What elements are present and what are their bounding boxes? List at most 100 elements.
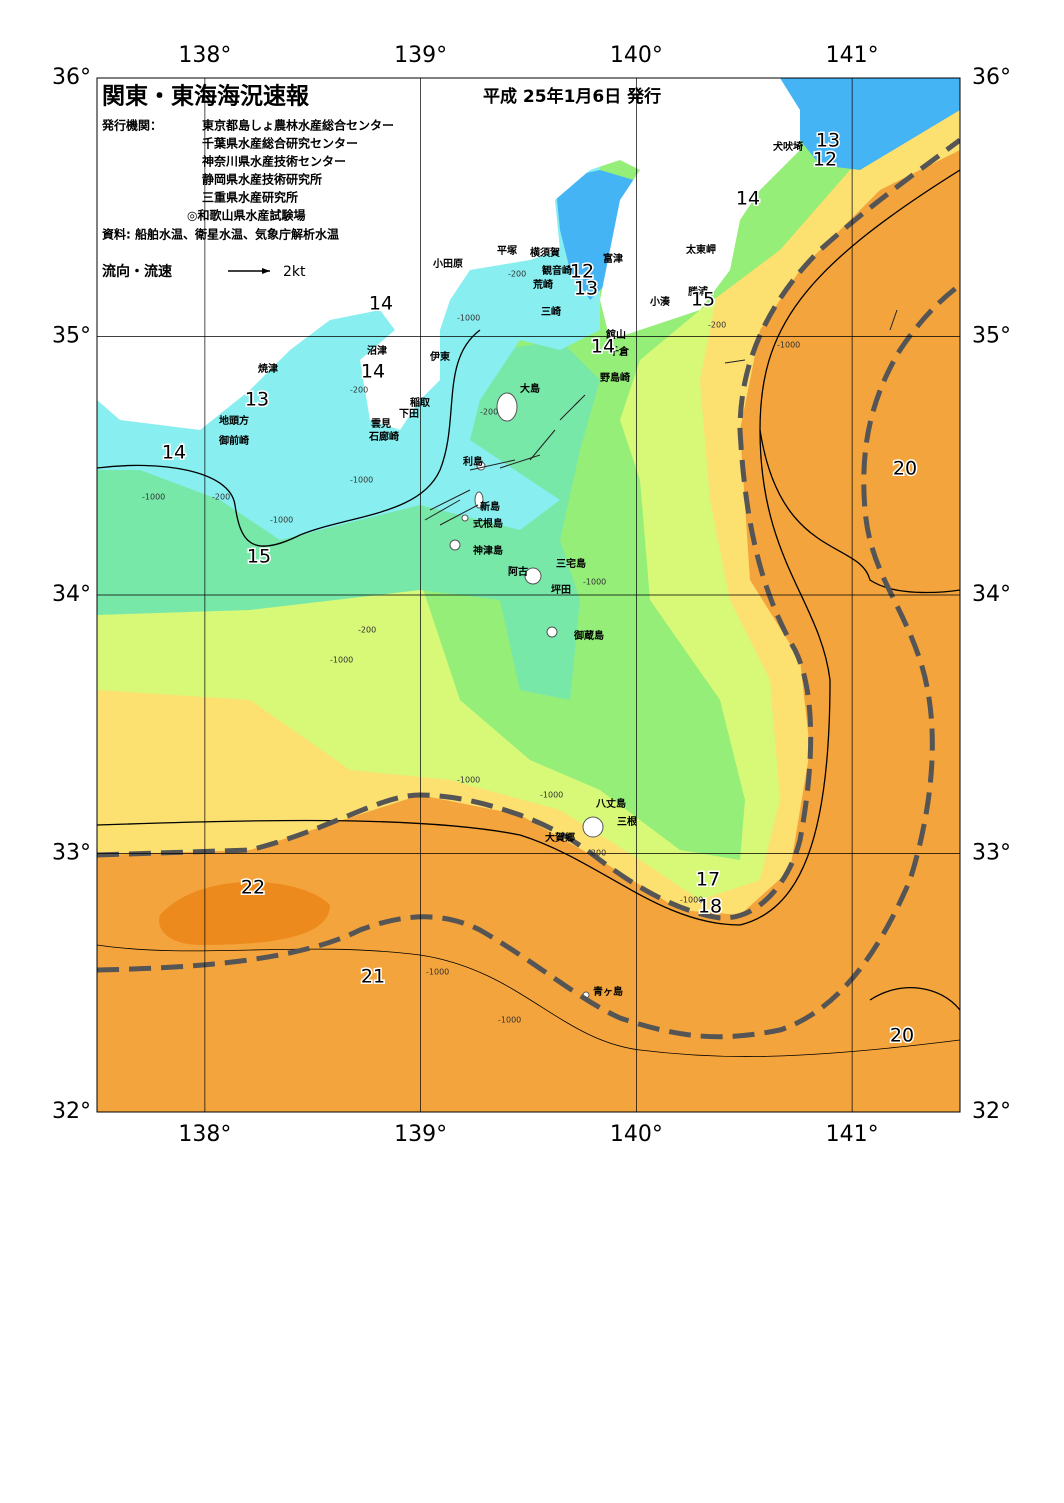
place-name: 荒崎 [532, 278, 553, 291]
lon-tick-label: 139° [394, 1122, 447, 1147]
isotherm-label: 22 [241, 877, 265, 899]
depth-label: -1000 [583, 578, 606, 587]
depth-label: -200 [708, 321, 726, 330]
place-name: 三崎 [541, 305, 561, 318]
place-name: 横須賀 [530, 246, 560, 259]
lat-tick-label: 35° [52, 324, 91, 349]
isotherm-label: 14 [369, 293, 393, 315]
lat-tick-label: 33° [52, 841, 91, 866]
place-name: 犬吠埼 [773, 140, 803, 153]
isotherm-label: 14 [591, 336, 615, 358]
depth-label: -1000 [426, 968, 449, 977]
isotherm-label: 17 [696, 869, 720, 891]
issuer: 東京都島しょ農林水産総合センター [202, 118, 394, 133]
lat-tick-label: 32° [52, 1099, 91, 1124]
depth-label: -1000 [457, 314, 480, 323]
issuer: 神奈川県水産技術センター [202, 154, 346, 169]
islands [449, 392, 604, 999]
depth-label: -200 [588, 849, 606, 858]
lon-tick-label: 141° [826, 43, 879, 68]
legend-label: 流向・流速 [102, 263, 172, 280]
place-name: 千倉 [609, 345, 630, 358]
isotherm-label: 12 [570, 261, 594, 283]
place-name: 下田 [399, 408, 419, 420]
place-name: 館山 [605, 328, 626, 341]
isotherm-label: 15 [691, 289, 715, 311]
issuer: 静岡県水産技術研究所 [202, 172, 322, 187]
legend-speed: 2kt [283, 264, 306, 280]
depth-label: -200 [508, 270, 526, 279]
lon-tick-label: 140° [610, 1122, 663, 1147]
place-name: 御前崎 [218, 434, 249, 447]
place-name: 新島 [480, 500, 500, 513]
place-name: 観音崎 [542, 264, 572, 277]
place-name: 利島 [463, 455, 483, 468]
current-arrows [424, 309, 898, 526]
lat-tick-label: 33° [972, 841, 1011, 866]
data-source: 資料: 船舶水温、衛星水温、気象庁解析水温 [102, 227, 339, 242]
place-name: 小湊 [649, 295, 671, 308]
place-name: 焼津 [258, 362, 278, 375]
legend-arrowhead [262, 268, 270, 274]
depth-label: -1000 [777, 341, 800, 350]
lon-tick-label: 138° [178, 1122, 231, 1147]
place-name: 大島 [520, 382, 540, 395]
kashima-water [780, 78, 960, 170]
lat-tick-label: 36° [972, 65, 1011, 90]
isotherm-label: 13 [816, 130, 840, 152]
place-name: 坪田 [551, 583, 571, 596]
place-name: 平塚 [497, 244, 517, 257]
isotherm-label: 13 [574, 278, 598, 300]
depth-label: -200 [358, 626, 376, 635]
lat-tick-label: 36° [52, 65, 91, 90]
lat-tick-label: 32° [972, 1099, 1011, 1124]
depth-label: -1000 [457, 776, 480, 785]
depth-label: -200 [350, 386, 368, 395]
lat-tick-label: 34° [52, 582, 91, 607]
isotherm-labels: 13 12 14 12 13 15 14 14 14 13 14 15 20 2… [160, 128, 918, 1048]
land [97, 78, 800, 430]
isotherm-label: 13 [245, 389, 269, 411]
isotherm-label: 20 [893, 458, 917, 480]
lon-tick-label: 139° [394, 43, 447, 68]
place-name: 雲見 [371, 418, 391, 430]
place-name: 沼津 [367, 344, 387, 357]
map-frame [96, 77, 961, 1113]
isotherm-label: 14 [736, 188, 760, 210]
place-name: 稲取 [410, 396, 431, 409]
depth-label: -200 [480, 408, 498, 417]
isotherm-label: 21 [361, 966, 385, 988]
depth-label: -200 [212, 493, 230, 502]
isotherm-label: 12 [813, 149, 837, 171]
lon-tick-label: 138° [178, 43, 231, 68]
place-name: 大賀郷 [545, 831, 575, 844]
place-name: 太東岬 [685, 243, 716, 256]
place-name: 勝浦 [688, 285, 708, 298]
issuer-label: 発行機関： [101, 118, 162, 133]
place-name: 三宅島 [556, 557, 586, 570]
place-name: 地頭方 [219, 414, 249, 427]
isotherm-label: 14 [361, 361, 385, 383]
place-names: 小田原 平塚 横須賀 観音崎 富津 荒崎 三崎 館山 千倉 野島崎 犬吠埼 太東… [218, 140, 803, 998]
place-name: 伊東 [429, 350, 450, 363]
isotherm-label: 14 [162, 442, 186, 464]
place-name: 石廊崎 [368, 430, 399, 443]
issuer: 千葉県水産総合研究センター [202, 136, 358, 151]
lat-tick-label: 34° [972, 582, 1011, 607]
isotherm-label: 18 [698, 896, 722, 918]
depth-label: -1000 [142, 493, 165, 502]
title: 関東・東海海況速報 [102, 83, 310, 110]
depth-label: -1000 [350, 476, 373, 485]
kuroshio-axis [97, 137, 960, 1040]
lon-tick-label: 140° [610, 43, 663, 68]
place-name: 青ヶ島 [593, 985, 623, 998]
place-name: 小田原 [432, 257, 463, 270]
issuer: ◎和歌山県水産試験場 [187, 208, 305, 223]
issuer: 三重県水産研究所 [202, 190, 298, 205]
depth-label: -1000 [498, 1016, 521, 1025]
warm-core [159, 881, 330, 945]
place-name: 神津島 [473, 544, 503, 557]
isotherm-lines [97, 169, 960, 1057]
